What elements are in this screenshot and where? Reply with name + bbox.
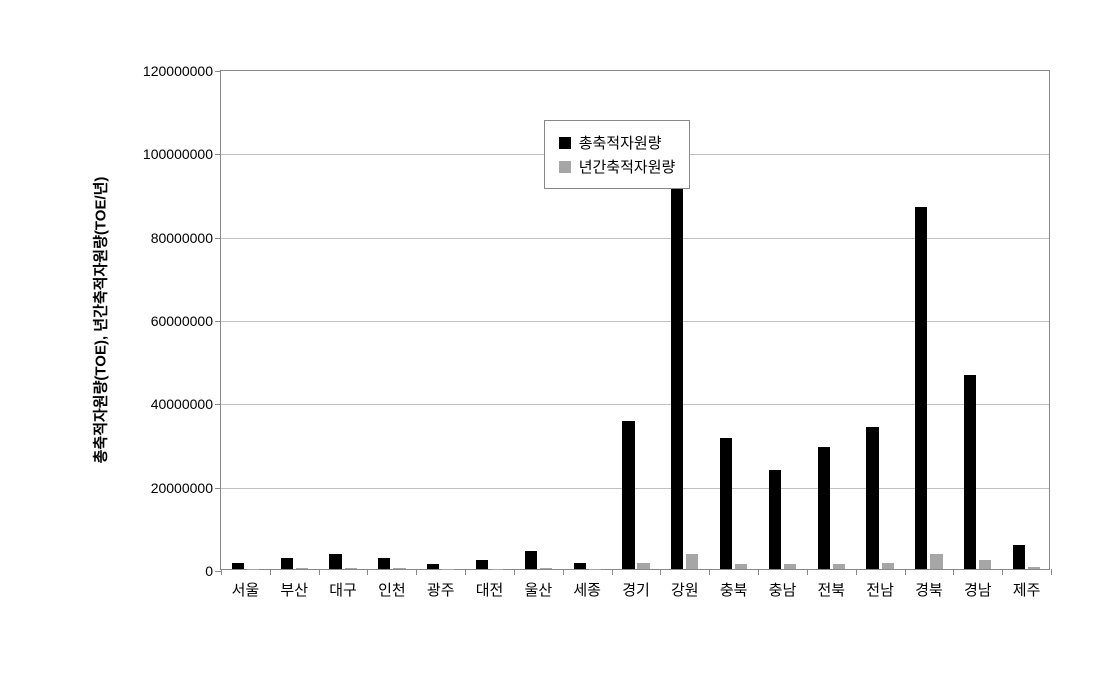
- x-tick-label: 서울: [232, 569, 260, 600]
- legend-swatch: [559, 161, 571, 173]
- x-tick-label: 울산: [525, 569, 553, 600]
- y-axis-title: 총축적자원량(TOE), 년간축적자원량(TOE/년): [90, 177, 111, 464]
- legend-item: 년간축적자원량: [559, 156, 676, 177]
- bar-total: [671, 148, 683, 569]
- x-tick-mark: [1051, 569, 1052, 575]
- x-tick-label: 경북: [915, 569, 943, 600]
- x-tick-label: 대구: [329, 569, 357, 600]
- x-tick-label: 대전: [476, 569, 504, 600]
- x-tick-label: 광주: [427, 569, 455, 600]
- y-tick-label: 80000000: [151, 230, 221, 246]
- bar-total: [964, 375, 976, 569]
- chart-container: 0 20000000 40000000 60000000 80000000 1000000…: [0, 0, 1117, 676]
- x-tick-label: 전북: [817, 569, 845, 600]
- x-tick-mark: [416, 569, 417, 575]
- bar-total: [476, 560, 488, 569]
- x-tick-label: 전남: [866, 569, 894, 600]
- bar-total: [915, 207, 927, 570]
- x-tick-mark: [905, 569, 906, 575]
- x-tick-label: 인천: [378, 569, 406, 600]
- legend-swatch: [559, 137, 571, 149]
- bar-total: [329, 554, 341, 569]
- y-tick-label: 0: [205, 563, 221, 579]
- bar-total: [720, 438, 732, 569]
- bar-annual: [686, 554, 698, 569]
- x-tick-label: 세종: [573, 569, 601, 600]
- x-tick-mark: [612, 569, 613, 575]
- x-tick-mark: [758, 569, 759, 575]
- x-tick-label: 충북: [720, 569, 748, 600]
- bar-total: [622, 421, 634, 569]
- x-tick-mark: [319, 569, 320, 575]
- y-tick-label: 20000000: [151, 480, 221, 496]
- bar-total: [1013, 545, 1025, 569]
- x-tick-label: 경기: [622, 569, 650, 600]
- legend-label: 년간축적자원량: [579, 156, 676, 177]
- y-tick-label: 40000000: [151, 396, 221, 412]
- bar-total: [818, 447, 830, 569]
- legend: 총축적자원량년간축적자원량: [544, 120, 691, 189]
- bar-total: [525, 551, 537, 569]
- x-tick-mark: [563, 569, 564, 575]
- bar-annual: [979, 560, 991, 569]
- x-tick-mark: [856, 569, 857, 575]
- x-tick-label: 강원: [671, 569, 699, 600]
- x-tick-label: 제주: [1013, 569, 1041, 600]
- x-tick-mark: [514, 569, 515, 575]
- y-tick-label: 100000000: [143, 146, 221, 162]
- x-tick-mark: [1002, 569, 1003, 575]
- bar-total: [281, 558, 293, 569]
- y-tick-label: 60000000: [151, 313, 221, 329]
- legend-item: 총축적자원량: [559, 132, 676, 153]
- legend-label: 총축적자원량: [579, 132, 662, 153]
- x-tick-label: 충남: [769, 569, 797, 600]
- x-tick-mark: [270, 569, 271, 575]
- x-tick-mark: [660, 569, 661, 575]
- bar-total: [866, 427, 878, 570]
- x-tick-mark: [807, 569, 808, 575]
- x-tick-label: 부산: [280, 569, 308, 600]
- x-tick-mark: [953, 569, 954, 575]
- bar-total: [769, 470, 781, 569]
- x-tick-label: 경남: [964, 569, 992, 600]
- x-tick-mark: [367, 569, 368, 575]
- bar-total: [378, 558, 390, 569]
- x-tick-mark: [709, 569, 710, 575]
- bar-annual: [930, 554, 942, 569]
- x-tick-mark: [221, 569, 222, 575]
- y-tick-label: 120000000: [143, 63, 221, 79]
- x-tick-mark: [465, 569, 466, 575]
